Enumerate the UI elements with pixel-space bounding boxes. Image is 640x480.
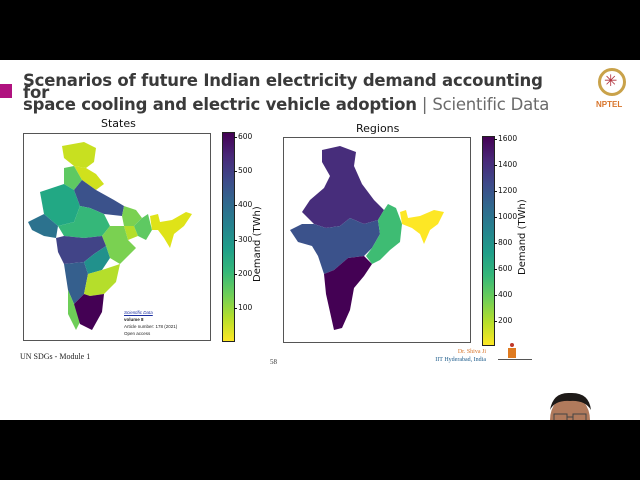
regions-tick: 200: [493, 316, 513, 325]
nptel-ring-icon: [598, 68, 626, 96]
regions-tick: 400: [493, 290, 513, 299]
open-access-text: Open access: [124, 331, 151, 336]
title-line-2: space cooling and electric vehicle adopt…: [23, 96, 563, 113]
slide: Scenarios of future Indian electricity d…: [0, 60, 640, 420]
course-label: UN SDGs - Module 1: [20, 352, 91, 361]
regions-colorbar-label: Demand (TWh): [517, 199, 528, 275]
presenter-institute: IIT Hyderabad, India: [435, 357, 486, 363]
states-colorbar: [222, 132, 235, 342]
article-credit: Scientific Data volume 8 Article number:…: [124, 309, 177, 337]
states-tick: 600: [233, 132, 253, 141]
title-line-2-text: space cooling and electric vehicle adopt…: [23, 95, 417, 114]
states-tick: 100: [233, 303, 253, 312]
volume-text: volume 8: [124, 317, 144, 322]
regions-map: [283, 137, 471, 343]
presenter-webcam: [505, 390, 635, 420]
regions-tick: 800: [493, 238, 513, 247]
states-tick: 300: [233, 235, 253, 244]
states-map: Scientific Data volume 8 Article number:…: [23, 133, 211, 341]
nptel-star-icon: ✳: [604, 73, 618, 90]
iith-logo-book: [508, 348, 516, 358]
iith-logo-line: [498, 359, 532, 363]
title-separator: |: [416, 95, 433, 114]
article-number: Article number: 178 (2021): [124, 324, 178, 329]
states-colorbar-label: Demand (TWh): [252, 206, 263, 282]
iith-logo-dot: [510, 343, 514, 347]
states-map-graphic: [28, 142, 192, 330]
journal-link[interactable]: Scientific Data: [124, 310, 153, 315]
nptel-logo-text: NPTEL: [596, 100, 623, 109]
regions-tick: 600: [493, 264, 513, 273]
regions-tick: 1000: [493, 212, 518, 221]
iith-logo: [498, 343, 532, 365]
states-chart-title: States: [101, 117, 136, 130]
states-tick: 200: [233, 269, 253, 278]
presenter-name: Dr. Shiva Ji: [457, 349, 486, 355]
regions-tick: 1600: [493, 134, 518, 143]
regions-tick: 1200: [493, 186, 518, 195]
title-source: Scientific Data: [432, 95, 550, 114]
regions-map-graphic: [290, 146, 444, 330]
regions-tick: 1400: [493, 160, 518, 169]
title-accent-bar: [0, 84, 12, 98]
presenter-video-frame: [505, 390, 635, 420]
slide-title: Scenarios of future Indian electricity d…: [23, 71, 563, 113]
regions-colorbar: [482, 136, 495, 346]
page-number: 58: [270, 358, 277, 366]
nptel-logo: ✳ NPTEL: [596, 66, 632, 116]
states-tick: 400: [233, 200, 253, 209]
regions-chart-title: Regions: [356, 122, 400, 135]
presenter-info: Dr. Shiva Ji IIT Hyderabad, India: [430, 348, 486, 364]
title-line-1: Scenarios of future Indian electricity d…: [23, 71, 543, 102]
states-tick: 500: [233, 166, 253, 175]
